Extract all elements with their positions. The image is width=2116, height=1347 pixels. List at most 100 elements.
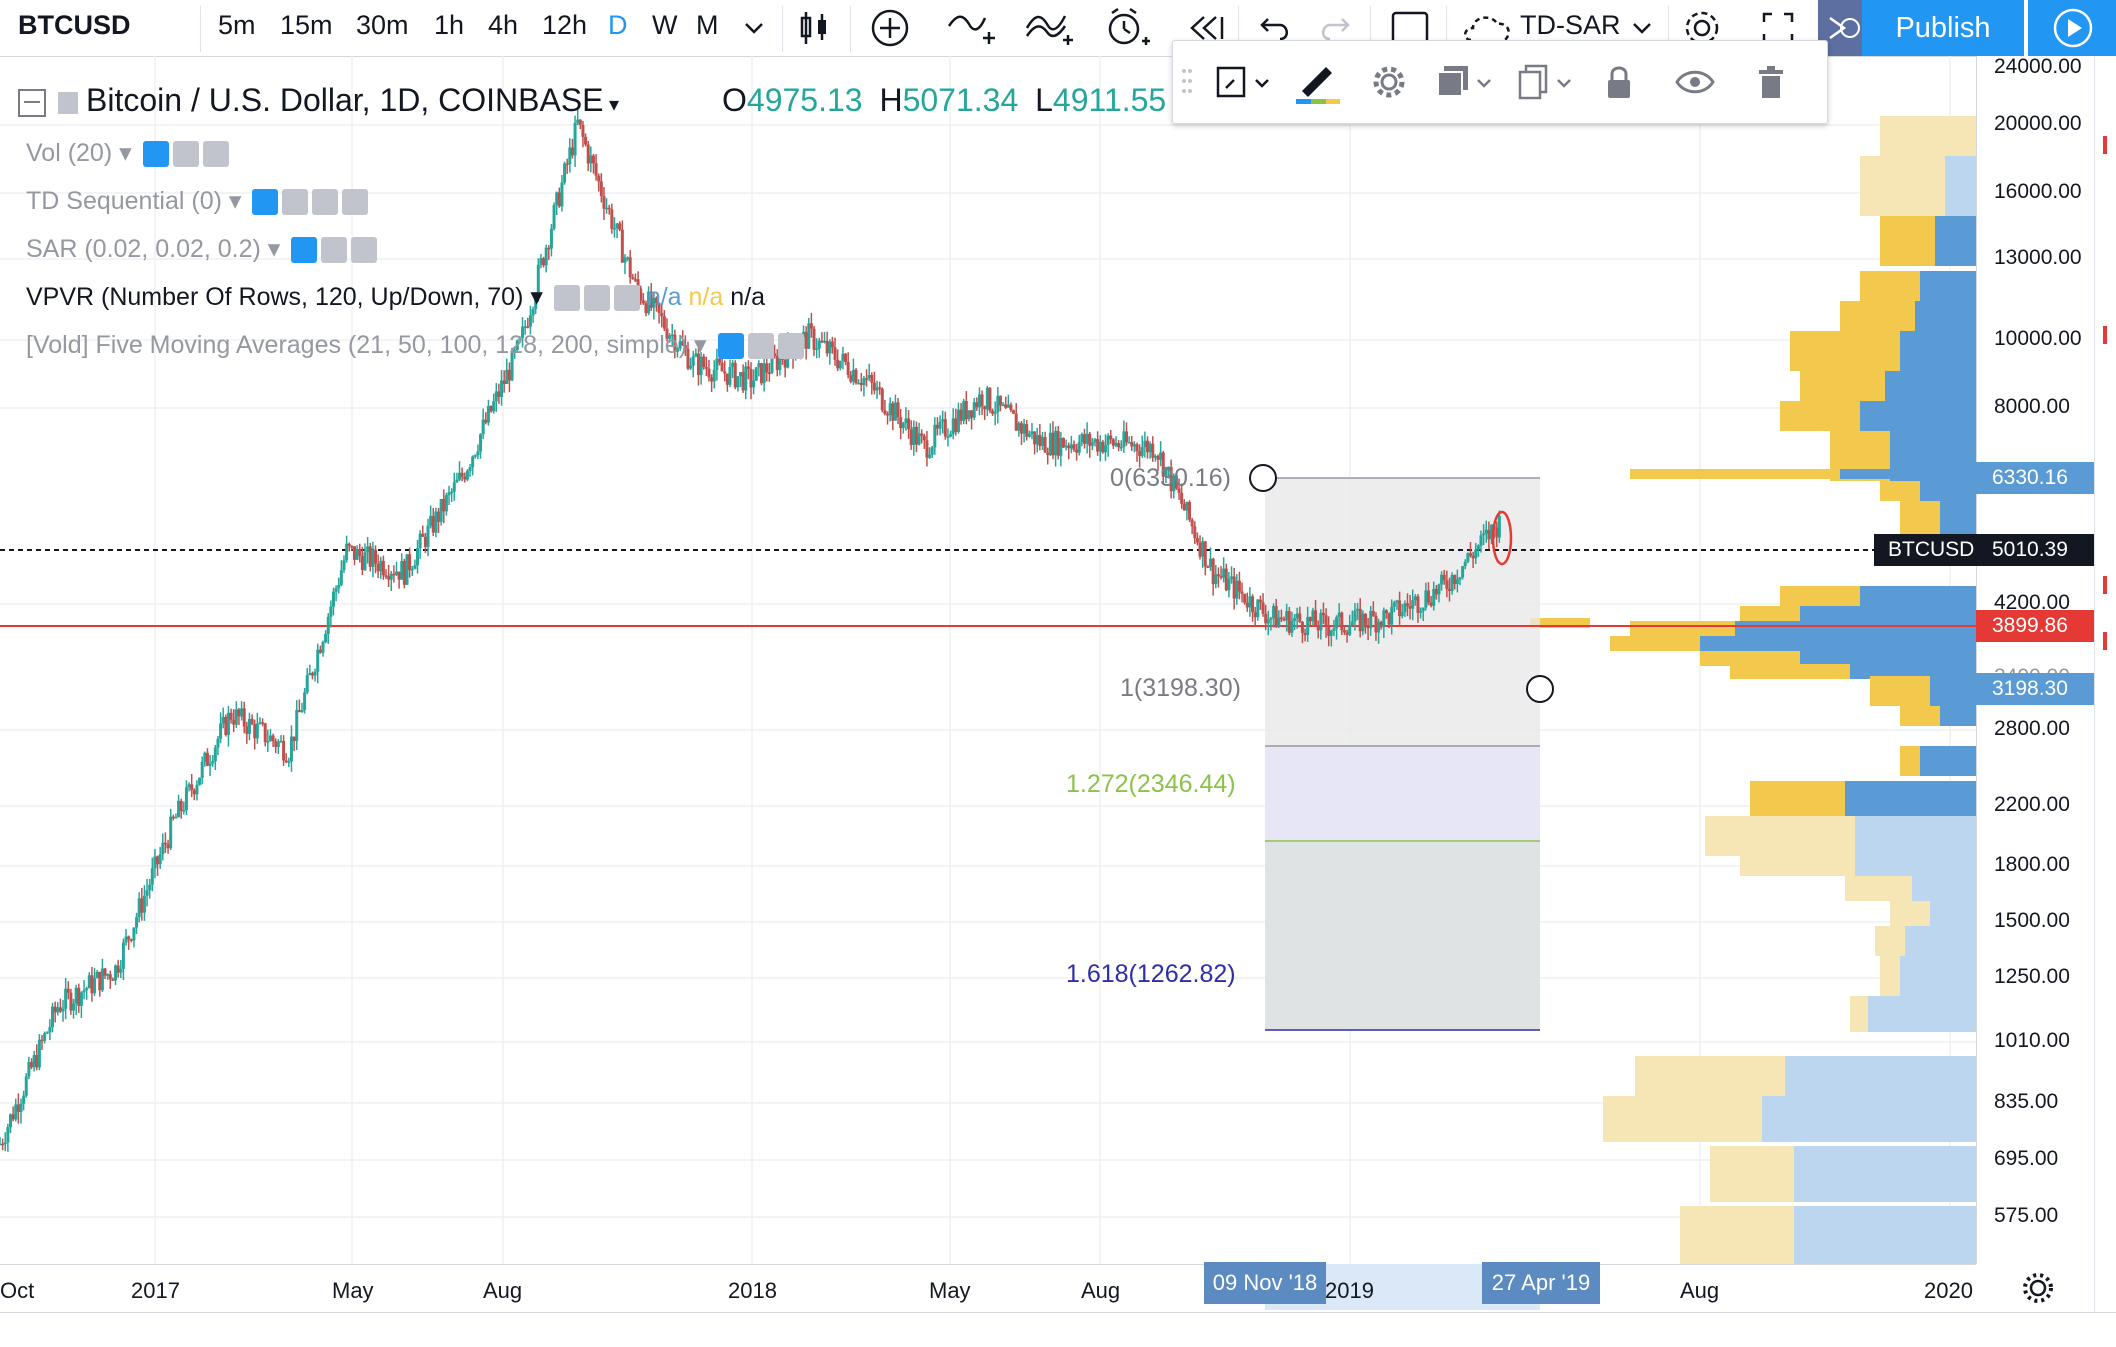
replay-icon[interactable]: [1180, 6, 1232, 50]
candle-body: [773, 353, 777, 356]
chevron-down-icon[interactable]: [732, 6, 776, 50]
templates-icon[interactable]: [1022, 6, 1078, 50]
timeframe-15m[interactable]: 15m: [280, 10, 333, 40]
candle-body: [190, 784, 194, 791]
candle-body: [447, 492, 451, 496]
candle-body: [1434, 588, 1438, 595]
template-dropdown-icon[interactable]: [1207, 59, 1277, 105]
timeframe-30m[interactable]: 30m: [356, 10, 409, 40]
vpvr-volume-profile: [1530, 116, 1976, 1264]
visual-order-icon[interactable]: [1429, 59, 1499, 105]
candle-body: [481, 419, 485, 435]
play-icon[interactable]: [2026, 0, 2116, 56]
timeframe-1h[interactable]: 1h: [434, 10, 465, 40]
close-icon[interactable]: [342, 189, 369, 216]
source-code-icon[interactable]: [312, 189, 339, 216]
gear-icon[interactable]: [172, 141, 199, 168]
candle-body: [1169, 466, 1173, 492]
cloud-icon[interactable]: [1458, 6, 1518, 50]
candle-body: [324, 634, 328, 643]
candle-body: [271, 735, 275, 742]
candle-body: [1125, 431, 1128, 443]
timeframe-d[interactable]: D: [608, 10, 628, 40]
indicator-moving-averages[interactable]: [Vold] Five Moving Averages (21, 50, 100…: [26, 330, 804, 360]
chart-canvas[interactable]: [0, 56, 1976, 1264]
close-icon[interactable]: [777, 333, 804, 360]
candle-body: [64, 988, 68, 1009]
candle-body: [1156, 455, 1160, 460]
candle-body: [1227, 578, 1231, 591]
candle-body: [1009, 404, 1013, 411]
candle-body: [1413, 596, 1417, 601]
template-name[interactable]: TD-SAR: [1520, 10, 1621, 40]
candle-body: [521, 326, 525, 338]
alert-icon[interactable]: [1100, 6, 1156, 50]
indicator-td-sequential[interactable]: TD Sequential (0) ▾: [26, 186, 369, 216]
redo-icon[interactable]: [1312, 6, 1356, 50]
price-axis[interactable]: [1976, 56, 2095, 1264]
drag-handle-icon[interactable]: [1177, 59, 1197, 105]
collapse-icon[interactable]: [18, 88, 46, 117]
line-color-icon[interactable]: [1283, 59, 1351, 105]
gear-icon[interactable]: [747, 333, 774, 360]
candle-body: [416, 548, 420, 566]
indicator-vol[interactable]: Vol (20) ▾: [26, 138, 229, 168]
time-tick: 2017: [131, 1278, 180, 1303]
close-icon[interactable]: [351, 237, 378, 264]
add-indicator-icon[interactable]: [868, 6, 912, 50]
hide-icon[interactable]: [717, 333, 744, 360]
hide-icon[interactable]: [252, 189, 279, 216]
symbol-search[interactable]: BTCUSD: [18, 10, 131, 40]
candle-body: [355, 548, 359, 560]
hide-icon[interactable]: [291, 237, 318, 264]
candle-body: [914, 426, 918, 445]
candle-body: [203, 752, 207, 762]
close-icon[interactable]: [202, 141, 229, 168]
candle-body: [602, 196, 606, 209]
gear-icon[interactable]: [583, 285, 610, 312]
close-icon[interactable]: [613, 285, 640, 312]
clone-icon[interactable]: [1509, 59, 1579, 105]
trash-icon[interactable]: [1741, 59, 1801, 105]
eye-icon[interactable]: [1663, 59, 1727, 105]
indicator-sar[interactable]: SAR (0.02, 0.02, 0.2) ▾: [26, 234, 378, 264]
candle-body: [1146, 440, 1150, 453]
gear-icon[interactable]: [282, 189, 309, 216]
candle-body: [707, 368, 711, 378]
fib-extension-drawing[interactable]: [1249, 464, 1554, 1031]
timeframe-m[interactable]: M: [696, 10, 719, 40]
candle-body: [43, 1033, 47, 1041]
eye-icon[interactable]: [553, 285, 580, 312]
timeframe-12h[interactable]: 12h: [542, 10, 588, 40]
candles-icon[interactable]: [792, 6, 836, 50]
gear-icon[interactable]: [1359, 59, 1419, 105]
candle-body: [1106, 435, 1110, 445]
undo-icon[interactable]: [1254, 6, 1298, 50]
lock-icon[interactable]: [1589, 59, 1649, 105]
candle-body: [484, 419, 488, 423]
fullscreen-icon[interactable]: [1756, 6, 1800, 50]
indicator-label: SAR (0.02, 0.02, 0.2): [26, 235, 261, 263]
indicator-vpvr[interactable]: VPVR (Number Of Rows, 120, Up/Down, 70) …: [26, 283, 766, 312]
compare-icon[interactable]: [944, 6, 1000, 50]
candle-body: [1316, 625, 1320, 631]
publish-button[interactable]: Publish: [1862, 0, 2024, 56]
time-axis[interactable]: [0, 1264, 1976, 1311]
timeframe-w[interactable]: W: [652, 10, 678, 40]
chart-legend-title[interactable]: Bitcoin / U.S. Dollar, 1D, COINBASE ▾: [18, 82, 619, 119]
timeframe-5m[interactable]: 5m: [218, 10, 256, 40]
gear-icon[interactable]: [321, 237, 348, 264]
candle-body: [1232, 576, 1236, 599]
timeframe-4h[interactable]: 4h: [488, 10, 519, 40]
candle-body: [1035, 435, 1039, 445]
candle-body: [253, 724, 257, 739]
candle-body: [103, 968, 107, 976]
candle-body: [1447, 588, 1451, 591]
hide-icon[interactable]: [142, 141, 169, 168]
gear-icon[interactable]: [2020, 1270, 2056, 1306]
candle-body: [1329, 630, 1333, 636]
flag-icon[interactable]: [58, 91, 78, 114]
chevron-down-icon[interactable]: [1620, 6, 1664, 50]
candle-body: [975, 402, 979, 408]
candle-body: [526, 326, 530, 328]
